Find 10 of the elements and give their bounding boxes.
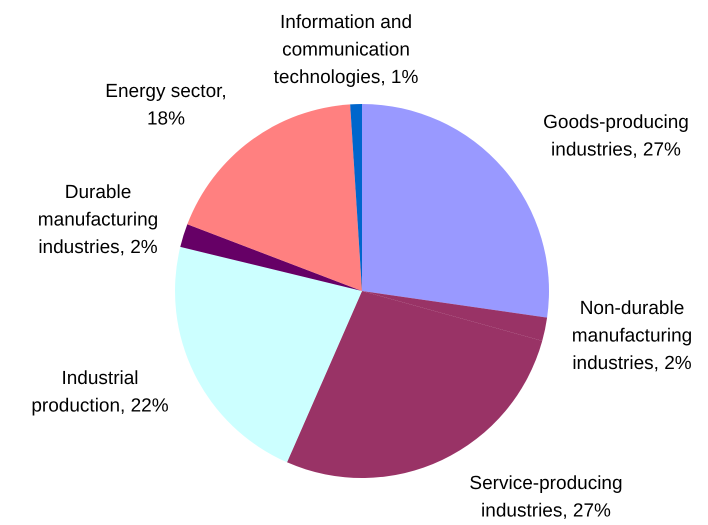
slice-label: Information and communication technologies, 1% xyxy=(274,12,418,88)
pie-slice xyxy=(180,224,362,291)
pie-slice xyxy=(175,246,362,462)
slice-label: Durable manufacturing industries, 2% xyxy=(38,182,158,258)
slice-label: Non-durable manufacturing industries, 2% xyxy=(572,298,692,374)
slice-label: Goods-producing industries, 27% xyxy=(543,112,689,160)
slice-label: Service-producing industries, 27% xyxy=(469,473,623,522)
pie-slice xyxy=(187,104,362,291)
slice-label: Energy sector, 18% xyxy=(105,81,227,130)
slice-label: Industrial production, 22% xyxy=(31,368,169,416)
